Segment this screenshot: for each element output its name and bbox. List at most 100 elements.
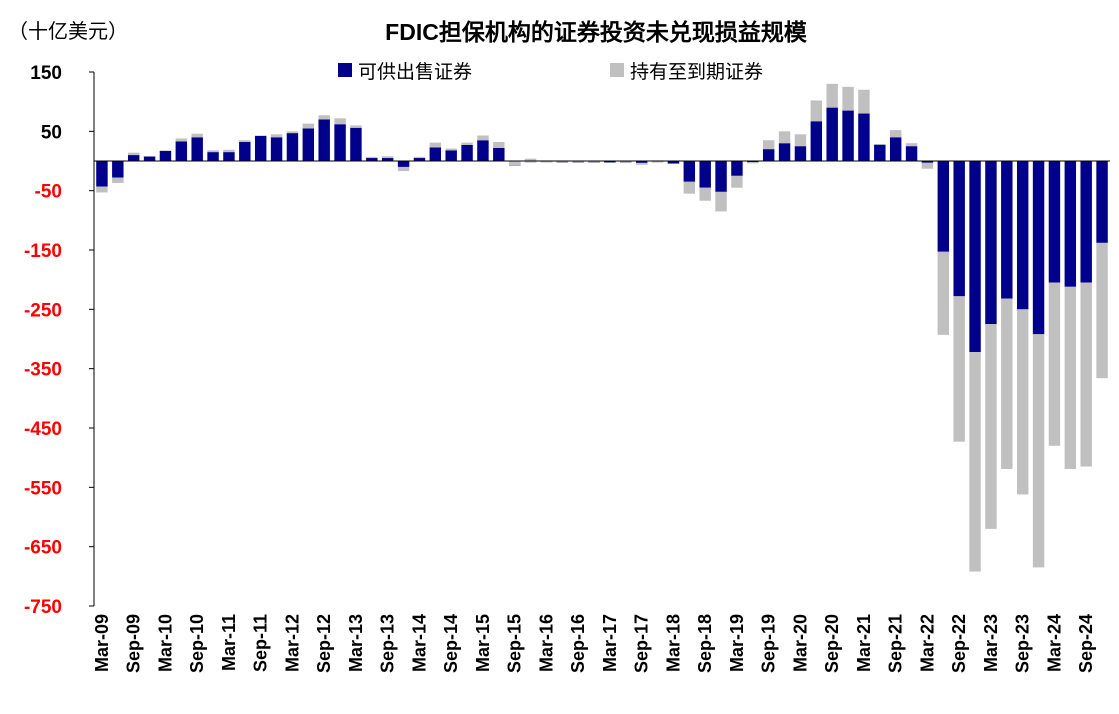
chart-title: FDIC担保机构的证券投资未兑现损益规模 xyxy=(385,19,808,45)
bar-afs xyxy=(254,135,267,161)
bar-afs xyxy=(937,161,950,252)
bar-htm xyxy=(556,161,569,163)
bar-htm xyxy=(508,161,521,166)
bar-afs xyxy=(762,149,775,161)
x-tick-label: Sep-19 xyxy=(759,614,779,673)
bar-afs xyxy=(667,161,680,164)
bar-htm xyxy=(1080,282,1092,467)
bar-afs xyxy=(318,119,330,161)
x-tick-label: Sep-18 xyxy=(695,614,715,673)
bar-htm xyxy=(699,187,711,201)
bar-htm xyxy=(747,162,759,164)
bar-afs xyxy=(334,124,346,161)
x-tick-label: Sep-21 xyxy=(886,614,906,673)
x-tick-label: Mar-18 xyxy=(663,614,683,672)
x-tick-label: Sep-24 xyxy=(1076,614,1096,673)
bar-afs xyxy=(286,133,299,161)
bar-afs xyxy=(397,161,410,167)
bar-afs xyxy=(921,161,934,163)
x-tick-label: Sep-13 xyxy=(378,614,398,673)
legend: 可供出售证券 持有至到期证券 xyxy=(338,61,763,83)
y-tick-label: -350 xyxy=(24,360,62,381)
bar-htm xyxy=(223,149,235,153)
bar-afs xyxy=(715,161,727,192)
bar-htm xyxy=(493,142,505,148)
bar-afs xyxy=(1048,161,1061,283)
x-tick-label: Mar-22 xyxy=(917,614,937,672)
y-tick-label: -650 xyxy=(24,538,62,559)
y-tick-label: -150 xyxy=(24,241,62,262)
bar-htm xyxy=(1064,286,1077,469)
bar-afs xyxy=(778,143,791,161)
bar-htm xyxy=(794,134,807,147)
bar-afs xyxy=(1096,161,1108,243)
bar-afs xyxy=(1064,161,1077,287)
bar-afs xyxy=(810,121,823,161)
x-tick-label: Mar-17 xyxy=(600,614,620,672)
x-tick-label: Sep-09 xyxy=(124,614,144,673)
bar-afs xyxy=(604,161,616,163)
x-tick-label: Mar-11 xyxy=(219,614,239,671)
bar-htm xyxy=(1032,334,1045,568)
bar-afs xyxy=(842,110,854,161)
bar-htm xyxy=(1001,298,1013,469)
bar-afs xyxy=(366,158,378,161)
bar-htm xyxy=(667,163,680,164)
bar-htm xyxy=(112,177,124,183)
bar-htm xyxy=(842,86,854,111)
bar-htm xyxy=(302,123,315,129)
bar-htm xyxy=(889,130,902,138)
bar-htm xyxy=(397,166,410,172)
bar-afs xyxy=(159,150,172,161)
bar-afs xyxy=(1016,161,1029,310)
bar-htm xyxy=(620,161,632,163)
bar-afs xyxy=(207,152,219,161)
bar-htm xyxy=(572,161,584,163)
x-tick-label: Mar-24 xyxy=(1044,614,1064,672)
y-tick-label: -750 xyxy=(24,597,62,618)
bar-afs xyxy=(683,161,696,182)
x-tick-label: Mar-23 xyxy=(981,614,1001,672)
bar-afs xyxy=(953,161,965,297)
bar-afs xyxy=(429,147,442,161)
y-axis-ticks: 150 50 -50 -150 -250 -350 -450 -550 -650 -750 xyxy=(24,63,94,618)
bar-htm xyxy=(604,162,616,163)
bar-afs xyxy=(413,158,426,161)
x-axis-ticks: Mar-09 Sep-09 Mar-10 Sep-10 Mar-11 Sep-11 Mar-… xyxy=(92,614,1096,673)
bar-afs xyxy=(1001,161,1013,299)
bar-afs xyxy=(239,142,251,161)
x-tick-label: Sep-11 xyxy=(251,614,271,672)
bar-afs xyxy=(1080,161,1092,283)
bar-htm xyxy=(683,181,696,194)
x-tick-label: Sep-20 xyxy=(822,614,842,673)
bar-htm xyxy=(874,144,886,145)
bar-htm xyxy=(588,161,600,163)
bar-htm xyxy=(762,140,775,150)
x-tick-label: Sep-10 xyxy=(187,614,207,673)
bar-afs xyxy=(223,152,235,161)
bar-htm xyxy=(953,296,965,442)
bar-htm xyxy=(905,143,918,147)
bar-afs xyxy=(731,161,743,176)
bar-htm xyxy=(461,142,473,145)
bar-htm xyxy=(254,135,267,136)
legend-htm-swatch xyxy=(610,63,624,77)
x-tick-label: Mar-14 xyxy=(409,614,429,672)
bar-afs xyxy=(127,155,140,161)
bar-htm xyxy=(1096,242,1108,379)
bar-htm xyxy=(937,251,950,335)
bar-afs xyxy=(302,128,315,161)
bar-htm xyxy=(175,138,188,142)
bar-afs xyxy=(794,146,807,161)
legend-htm-label: 持有至到期证券 xyxy=(630,61,763,83)
bar-htm xyxy=(778,131,791,144)
legend-afs-label: 可供出售证券 xyxy=(358,61,472,83)
bar-htm xyxy=(270,134,283,138)
bar-htm xyxy=(286,131,299,134)
bar-afs xyxy=(493,147,505,161)
bar-afs xyxy=(747,161,759,163)
bar-afs xyxy=(889,137,902,161)
y-tick-label: 150 xyxy=(30,63,62,84)
bar-htm xyxy=(715,191,727,212)
